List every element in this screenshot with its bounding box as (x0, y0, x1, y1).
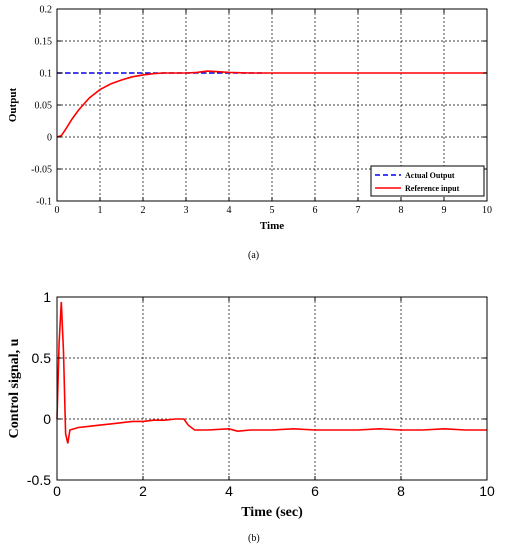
x-tick-label: 1 (98, 205, 103, 216)
chart-a (56, 8, 488, 202)
y-axis-label: Output (7, 88, 19, 123)
y-tick-label: -0.05 (31, 165, 52, 176)
series-line-reference-input (56, 70, 487, 138)
y-tick-label: 0.05 (35, 101, 53, 112)
x-tick-label: 4 (225, 483, 233, 499)
x-tick-label: 3 (184, 205, 189, 216)
x-tick-label: 6 (311, 483, 319, 499)
x-tick-label: 0 (53, 483, 61, 499)
x-tick-label: 5 (270, 205, 275, 216)
legend-label: Actual Output (405, 171, 455, 180)
caption-a: (a) (248, 250, 260, 261)
x-tick-label: 2 (139, 483, 147, 499)
legend-label: Reference input (405, 184, 460, 193)
x-tick-label: 6 (313, 205, 318, 216)
x-tick-label: 2 (141, 205, 146, 216)
legend-box (370, 165, 485, 197)
x-tick-label: 4 (227, 205, 232, 216)
y-tick-label: 0.5 (32, 350, 52, 366)
x-tick-label: 10 (479, 483, 495, 499)
x-tick-label: 8 (399, 205, 404, 216)
x-tick-label: 7 (356, 205, 361, 216)
y-tick-label: 0.2 (40, 5, 53, 16)
y-tick-label: 0 (43, 411, 51, 427)
y-tick-label: 0 (47, 133, 52, 144)
x-tick-label: 8 (397, 483, 405, 499)
plot-frame (56, 296, 488, 481)
series-line-control-signal (56, 301, 487, 444)
y-axis-label: Control signal, u (7, 338, 22, 438)
y-tick-label: 0.15 (35, 37, 53, 48)
chart-b (56, 296, 488, 481)
plot-area (57, 297, 487, 480)
x-axis-label: Time (260, 220, 284, 232)
y-tick-label: 1 (43, 289, 51, 305)
y-tick-label: 0.1 (40, 69, 53, 80)
x-tick-label: 0 (55, 205, 60, 216)
x-axis-label: Time (sec) (241, 505, 303, 520)
y-tick-label: -0.1 (36, 197, 52, 208)
x-tick-label: 10 (482, 205, 492, 216)
y-tick-label: -0.5 (27, 472, 51, 488)
caption-b: (b) (248, 533, 260, 544)
x-tick-label: 9 (442, 205, 447, 216)
